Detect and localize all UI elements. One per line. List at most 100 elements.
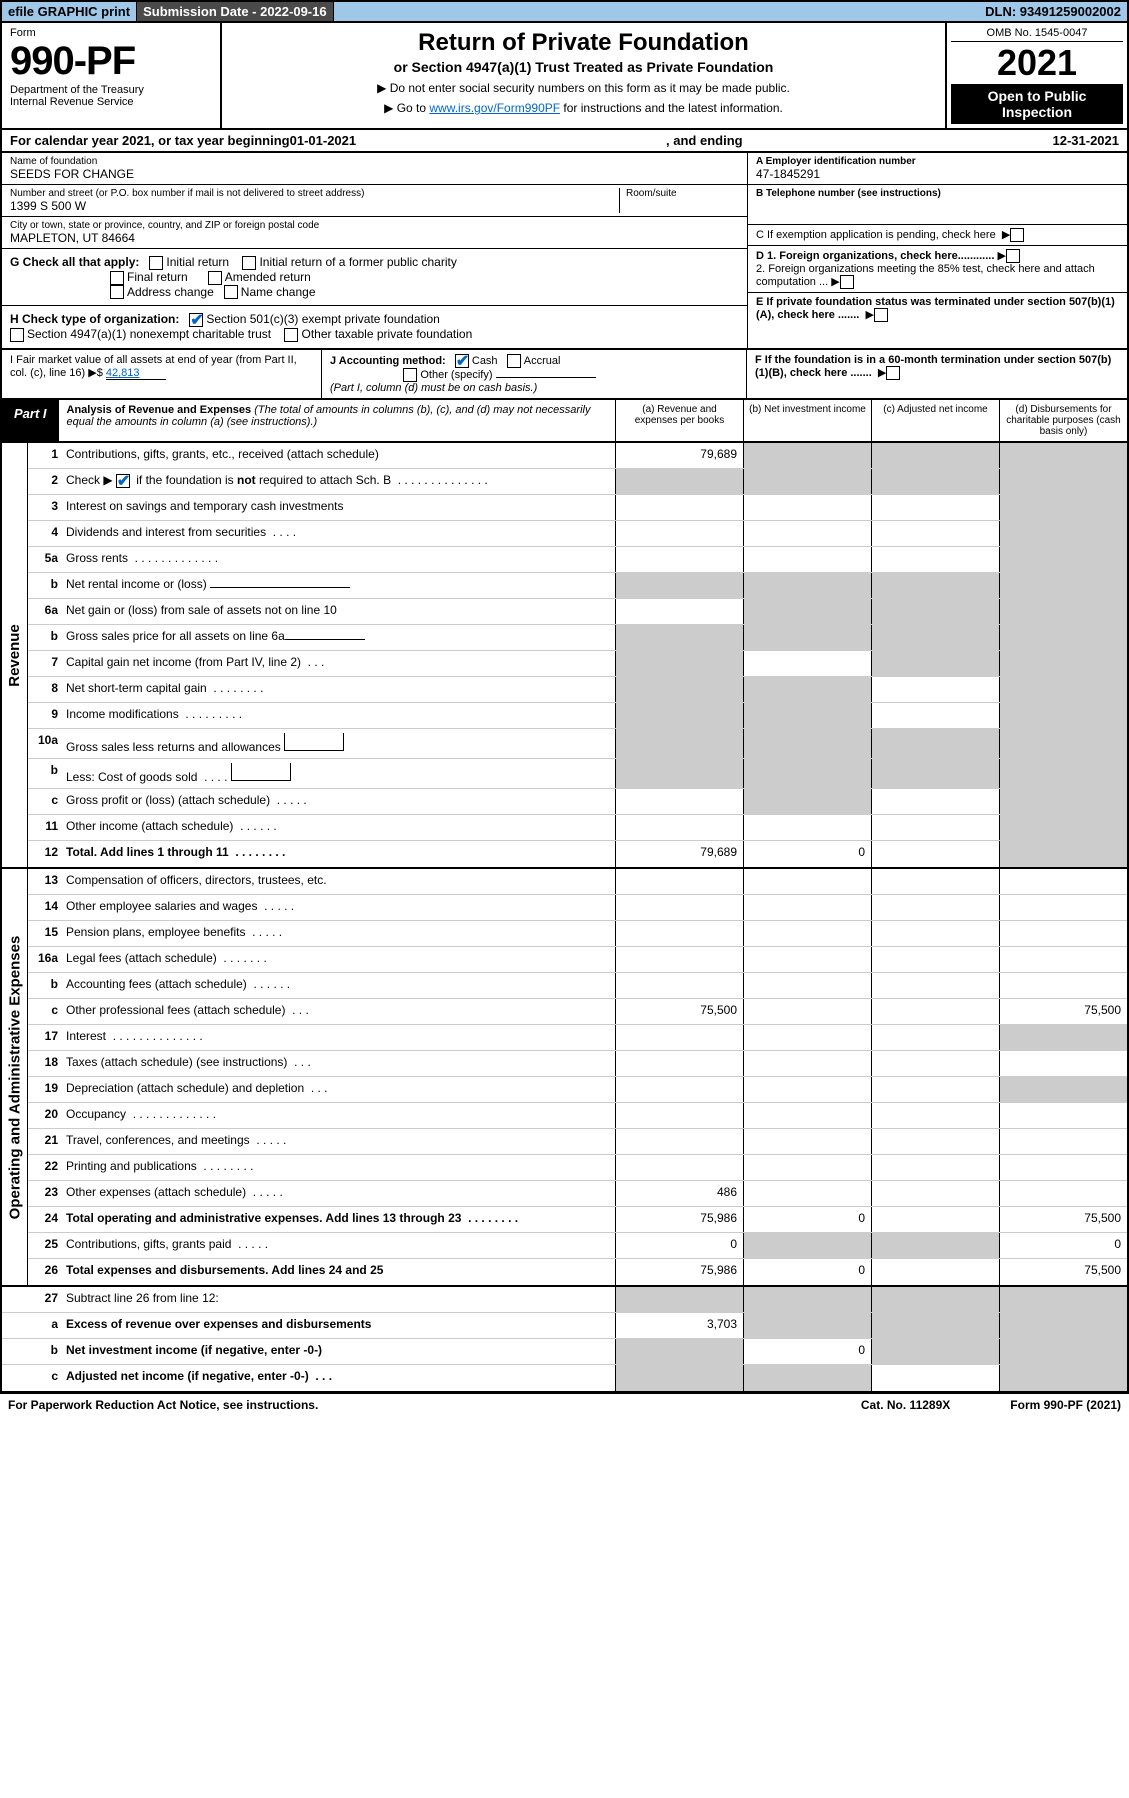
r11-b <box>743 815 871 840</box>
r21-label: Travel, conferences, and meetings . . . … <box>62 1129 615 1154</box>
r20-d <box>999 1103 1127 1128</box>
r27c-a <box>615 1365 743 1391</box>
r3-num: 3 <box>28 495 62 520</box>
opex-side-label: Operating and Administrative Expenses <box>2 869 28 1285</box>
r13-b <box>743 869 871 894</box>
r18-text: Taxes (attach schedule) (see instruction… <box>66 1055 287 1069</box>
col-a-header: (a) Revenue and expenses per books <box>615 400 743 441</box>
accrual-checkbox[interactable] <box>507 354 521 368</box>
r27-num: 27 <box>2 1287 62 1312</box>
r13-label: Compensation of officers, directors, tru… <box>62 869 615 894</box>
r7-text: Capital gain net income (from Part IV, l… <box>66 655 301 669</box>
c-label: C If exemption application is pending, c… <box>756 229 996 241</box>
r23-num: 23 <box>28 1181 62 1206</box>
r25-a: 0 <box>615 1233 743 1258</box>
ein-label: A Employer identification number <box>756 156 1119 167</box>
r26-num: 26 <box>28 1259 62 1285</box>
r27b-label: Net investment income (if negative, ente… <box>62 1339 615 1364</box>
row-8: 8Net short-term capital gain . . . . . .… <box>28 677 1127 703</box>
r20-text: Occupancy <box>66 1107 126 1121</box>
address-change-checkbox[interactable] <box>110 285 124 299</box>
other-taxable-checkbox[interactable] <box>284 328 298 342</box>
d2-checkbox[interactable] <box>840 275 854 289</box>
row-6a: 6aNet gain or (loss) from sale of assets… <box>28 599 1127 625</box>
row-13: 13Compensation of officers, directors, t… <box>28 869 1127 895</box>
row-27: 27Subtract line 26 from line 12: <box>2 1287 1127 1313</box>
501c3-checkbox[interactable] <box>189 313 203 327</box>
r27a-b <box>743 1313 871 1338</box>
row-26: 26Total expenses and disbursements. Add … <box>28 1259 1127 1285</box>
info-right: A Employer identification number 47-1845… <box>747 153 1127 348</box>
e-checkbox[interactable] <box>874 308 888 322</box>
footer-right: Form 990-PF (2021) <box>1010 1398 1121 1412</box>
r15-label: Pension plans, employee benefits . . . .… <box>62 921 615 946</box>
f-checkbox[interactable] <box>886 366 900 380</box>
initial-former-checkbox[interactable] <box>242 256 256 270</box>
r17-text: Interest <box>66 1029 106 1043</box>
irs-label: Internal Revenue Service <box>10 96 212 108</box>
e-cell: E If private foundation status was termi… <box>748 293 1127 325</box>
r27b-b: 0 <box>743 1339 871 1364</box>
r1-num: 1 <box>28 443 62 468</box>
form-word: Form <box>10 27 212 39</box>
schb-checkbox[interactable] <box>116 474 130 488</box>
r10c-d <box>999 789 1127 814</box>
r1-d <box>999 443 1127 468</box>
row-19: 19Depreciation (attach schedule) and dep… <box>28 1077 1127 1103</box>
r27-c <box>871 1287 999 1312</box>
r2-a <box>615 469 743 494</box>
r11-d <box>999 815 1127 840</box>
col-c-header: (c) Adjusted net income <box>871 400 999 441</box>
final-return-checkbox[interactable] <box>110 271 124 285</box>
part1-desc: Analysis of Revenue and Expenses (The to… <box>59 400 615 441</box>
row-16c: cOther professional fees (attach schedul… <box>28 999 1127 1025</box>
r27c-label: Adjusted net income (if negative, enter … <box>62 1365 615 1391</box>
row-11: 11Other income (attach schedule) . . . .… <box>28 815 1127 841</box>
f-cell: F If the foundation is in a 60-month ter… <box>747 350 1127 398</box>
r16c-label: Other professional fees (attach schedule… <box>62 999 615 1024</box>
initial-return-checkbox[interactable] <box>149 256 163 270</box>
ein: 47-1845291 <box>756 167 1119 181</box>
row-6b: bGross sales price for all assets on lin… <box>28 625 1127 651</box>
r27b-a <box>615 1339 743 1364</box>
r25-b <box>743 1233 871 1258</box>
row-23: 23Other expenses (attach schedule) . . .… <box>28 1181 1127 1207</box>
g-opt-3: Amended return <box>225 270 311 284</box>
other-acct-checkbox[interactable] <box>403 368 417 382</box>
r3-b <box>743 495 871 520</box>
form990pf-link[interactable]: www.irs.gov/Form990PF <box>429 101 560 115</box>
amended-return-checkbox[interactable] <box>208 271 222 285</box>
r6a-d <box>999 599 1127 624</box>
d1-checkbox[interactable] <box>1006 249 1020 263</box>
cash-checkbox[interactable] <box>455 354 469 368</box>
c-checkbox[interactable] <box>1010 228 1024 242</box>
ijf-row: I Fair market value of all assets at end… <box>0 350 1129 400</box>
r16a-d <box>999 947 1127 972</box>
r8-label: Net short-term capital gain . . . . . . … <box>62 677 615 702</box>
r25-d: 0 <box>999 1233 1127 1258</box>
r8-c <box>871 677 999 702</box>
r3-c <box>871 495 999 520</box>
r25-c <box>871 1233 999 1258</box>
r27b-d <box>999 1339 1127 1364</box>
revenue-side-label: Revenue <box>2 443 28 867</box>
revenue-text: Revenue <box>6 624 23 687</box>
name-change-checkbox[interactable] <box>224 285 238 299</box>
r27-b <box>743 1287 871 1312</box>
r6b-a <box>615 625 743 650</box>
r4-num: 4 <box>28 521 62 546</box>
r5a-text: Gross rents <box>66 551 128 565</box>
r16c-a: 75,500 <box>615 999 743 1024</box>
r5b-d <box>999 573 1127 598</box>
r10b-b <box>743 759 871 788</box>
address: 1399 S 500 W <box>10 199 619 213</box>
r15-c <box>871 921 999 946</box>
4947a1-checkbox[interactable] <box>10 328 24 342</box>
r10a-b <box>743 729 871 758</box>
r26-c <box>871 1259 999 1285</box>
row-9: 9Income modifications . . . . . . . . . <box>28 703 1127 729</box>
r16a-num: 16a <box>28 947 62 972</box>
r5a-b <box>743 547 871 572</box>
r12-d <box>999 841 1127 867</box>
r11-num: 11 <box>28 815 62 840</box>
